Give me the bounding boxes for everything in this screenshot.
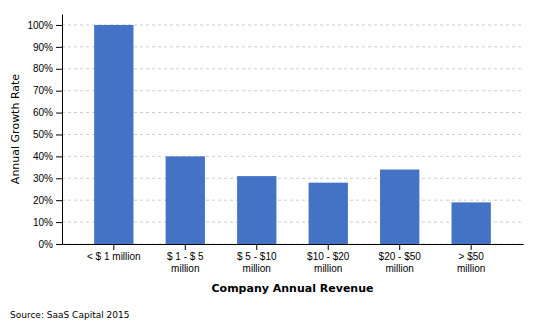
x-tick-mark	[399, 244, 400, 250]
bar	[452, 202, 491, 244]
y-tick-label: 30%	[33, 173, 53, 184]
y-tick-label: 100%	[27, 20, 53, 31]
y-tick: 100%	[27, 20, 62, 31]
x-tick-label: < $ 1 million	[87, 251, 141, 262]
y-tick-mark	[56, 200, 62, 201]
x-tick-label-line: million	[457, 263, 485, 274]
x-tick-mark	[185, 244, 186, 250]
bar	[94, 25, 133, 244]
x-tick-mark	[328, 244, 329, 250]
y-tick-label: 20%	[33, 195, 53, 206]
y-tick: 40%	[33, 151, 62, 162]
y-axis-line	[62, 15, 63, 245]
y-tick-label: 0%	[39, 239, 54, 250]
y-tick-mark	[56, 25, 62, 26]
x-tick-label: > $50million	[457, 251, 485, 274]
y-tick: 50%	[33, 129, 62, 140]
x-tick-label-line: > $50	[459, 251, 485, 262]
bar	[166, 156, 205, 244]
y-tick-mark	[56, 244, 62, 245]
x-tick: $20 - $50million	[379, 244, 422, 274]
y-tick: 10%	[33, 217, 62, 228]
x-axis-line	[63, 244, 524, 245]
x-tick-label-line: $ 1 - $ 5	[167, 251, 204, 262]
x-tick-label: $20 - $50million	[379, 251, 422, 274]
y-tick-label: 70%	[33, 85, 53, 96]
x-tick-mark	[471, 244, 472, 250]
y-tick: 80%	[33, 63, 62, 74]
x-tick-label-line: < $ 1 million	[87, 251, 141, 262]
chart: 0% 10% 20% 30% 40% 50% 60% 70% 80% 90% 100% < $ 1 m…	[0, 0, 537, 326]
x-axis-title: Company Annual Revenue	[212, 282, 374, 295]
y-tick-label: 50%	[33, 129, 53, 140]
x-tick: $10 - $20million	[307, 244, 350, 274]
x-axis: < $ 1 million$ 1 - $ 5million$ 5 - $10mi…	[63, 244, 524, 274]
y-tick: 20%	[33, 195, 62, 206]
y-tick-mark	[56, 156, 62, 157]
x-tick-label: $10 - $20million	[307, 251, 350, 274]
x-tick-mark	[256, 244, 257, 250]
x-tick-label-line: $20 - $50	[379, 251, 422, 262]
x-tick-label-line: million	[386, 263, 414, 274]
y-axis: 0% 10% 20% 30% 40% 50% 60% 70% 80% 90% 100%	[27, 15, 62, 250]
y-tick-mark	[56, 134, 62, 135]
bar	[237, 176, 276, 244]
y-tick-mark	[56, 222, 62, 223]
x-tick: $ 1 - $ 5million	[167, 244, 204, 274]
y-tick-label: 10%	[33, 217, 53, 228]
y-tick: 0%	[39, 239, 62, 250]
x-tick-label-line: $ 5 - $10	[237, 251, 277, 262]
y-tick-mark	[56, 113, 62, 114]
y-tick: 60%	[33, 107, 62, 118]
bar	[380, 170, 419, 244]
x-tick: < $ 1 million	[87, 244, 141, 262]
x-tick-label: $ 1 - $ 5million	[167, 251, 204, 274]
x-tick-label-line: million	[171, 263, 199, 274]
y-tick-mark	[56, 91, 62, 92]
y-tick-label: 60%	[33, 107, 53, 118]
y-tick: 90%	[33, 42, 62, 53]
x-tick-label: $ 5 - $10million	[237, 251, 277, 274]
x-tick-mark	[113, 244, 114, 250]
y-tick-label: 40%	[33, 151, 53, 162]
source-note: Source: SaaS Capital 2015	[10, 310, 129, 320]
y-tick-mark	[56, 178, 62, 179]
y-tick: 70%	[33, 85, 62, 96]
plot-area: 0% 10% 20% 30% 40% 50% 60% 70% 80% 90% 100% < $ 1 m…	[27, 15, 523, 274]
y-tick-mark	[56, 47, 62, 48]
x-tick-label-line: million	[314, 263, 342, 274]
y-tick-label: 90%	[33, 42, 53, 53]
x-tick-label-line: $10 - $20	[307, 251, 350, 262]
grid	[62, 25, 523, 244]
y-tick-mark	[56, 69, 62, 70]
bars	[94, 25, 491, 244]
y-tick-label: 80%	[33, 63, 53, 74]
x-tick: $ 5 - $10million	[237, 244, 277, 274]
y-axis-title: Annual Growth Rate	[9, 74, 22, 185]
bar	[309, 183, 348, 244]
y-tick: 30%	[33, 173, 62, 184]
x-tick-label-line: million	[243, 263, 271, 274]
x-tick: > $50million	[457, 244, 485, 274]
